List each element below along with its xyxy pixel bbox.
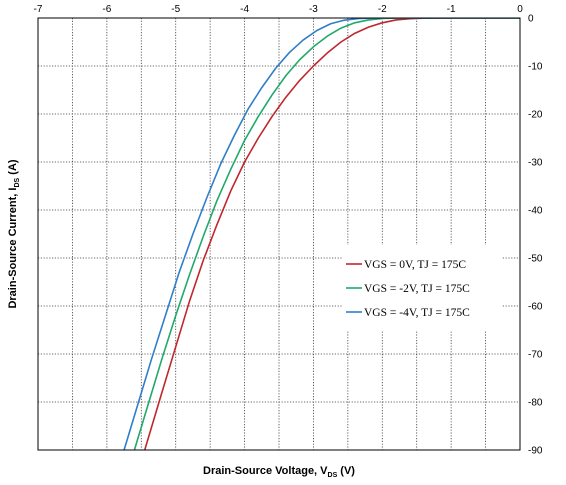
x-axis-title-subscript: DS — [328, 472, 338, 479]
x-axis-title-unit: (V) — [337, 465, 355, 477]
x-tick-label: 0 — [517, 4, 523, 15]
y-axis-title-unit: (A) — [7, 159, 19, 178]
x-axis-title-main: Drain-Source Voltage, V — [203, 465, 328, 477]
y-axis-title-subscript: DS — [14, 177, 21, 187]
y-tick-label: -50 — [528, 254, 543, 265]
y-tick-labels: 0 -10 -20 -30 -40 -50 -60 -70 -80 -90 — [528, 14, 543, 457]
y-tick-label: -40 — [528, 206, 543, 217]
grid — [38, 18, 520, 450]
x-tick-label: -7 — [34, 4, 43, 15]
y-tick-label: -70 — [528, 350, 543, 361]
x-tick-label: -4 — [240, 4, 249, 15]
y-tick-label: -90 — [528, 446, 543, 457]
x-tick-label: -5 — [171, 4, 180, 15]
y-axis-title-main: Drain-Source Current, I — [7, 188, 19, 309]
legend-label: VGS = -2V, TJ = 175C — [364, 283, 470, 295]
x-tick-label: -3 — [309, 4, 318, 15]
y-tick-label: -20 — [528, 110, 543, 121]
y-tick-label: -10 — [528, 62, 543, 73]
x-tick-label: -6 — [102, 4, 111, 15]
plot-frame — [37, 17, 521, 451]
x-tick-label: -2 — [378, 4, 387, 15]
legend-label: VGS = -4V, TJ = 175C — [364, 307, 470, 319]
y-tick-label: -80 — [528, 398, 543, 409]
x-tick-label: -1 — [447, 4, 456, 15]
y-tick-label: -30 — [528, 158, 543, 169]
y-tick-label: 0 — [528, 14, 534, 25]
legend-label: VGS = 0V, TJ = 175C — [364, 259, 466, 271]
y-tick-label: -60 — [528, 302, 543, 313]
legend-box — [342, 245, 502, 331]
y-axis-title: Drain-Source Current, IDS (A) — [7, 159, 21, 308]
legend: VGS = 0V, TJ = 175C VGS = -2V, TJ = 175C V… — [342, 245, 502, 331]
x-tick-labels: -7 -6 -5 -4 -3 -2 -1 0 — [34, 4, 524, 15]
x-axis-title: Drain-Source Voltage, VDS (V) — [203, 465, 355, 479]
